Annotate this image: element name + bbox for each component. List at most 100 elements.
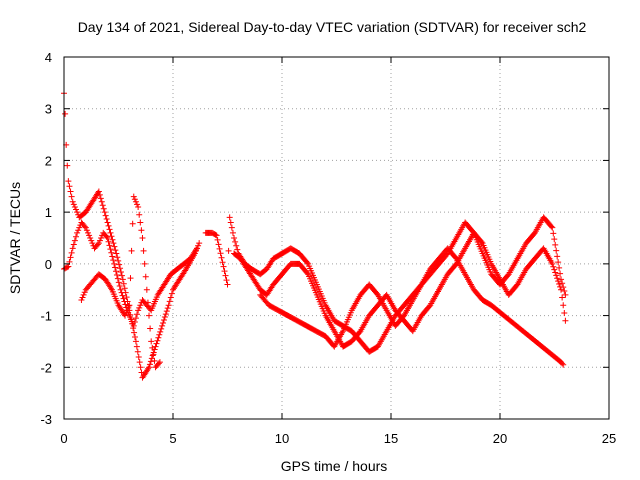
data-point [229, 229, 236, 236]
data-point [110, 240, 117, 247]
data-point [221, 268, 228, 275]
data-point [64, 264, 71, 271]
data-point [151, 357, 158, 364]
data-point [113, 268, 120, 275]
data-point [96, 237, 103, 244]
data-point [478, 239, 485, 246]
data-point [114, 275, 121, 282]
x-tick-label: 10 [275, 431, 289, 446]
data-point [115, 257, 122, 264]
data-point [68, 193, 75, 200]
data-point [161, 314, 168, 321]
data-point [561, 309, 568, 316]
data-point [150, 351, 157, 358]
y-tick-labels: -3 -2 -1 0 1 2 3 4 [40, 50, 52, 427]
data-point [133, 343, 140, 350]
data-point [117, 286, 124, 293]
data-point [220, 263, 227, 270]
data-point [195, 242, 202, 249]
data-point [107, 246, 114, 253]
data-point [81, 289, 88, 296]
data-point [103, 233, 110, 240]
data-point [132, 198, 139, 205]
data-point [69, 198, 76, 205]
data-point [559, 294, 566, 301]
data-point [95, 240, 102, 247]
data-point [116, 283, 123, 290]
data-point [193, 246, 200, 253]
data-point [166, 298, 173, 305]
data-point [81, 223, 88, 230]
data-point [147, 358, 154, 365]
data-point [112, 264, 119, 271]
data-point [149, 344, 156, 351]
data-point [148, 338, 155, 345]
data-point [212, 231, 219, 238]
data-point [550, 230, 557, 237]
data-point [550, 263, 557, 270]
data-point [149, 352, 156, 359]
data-point [134, 311, 141, 318]
chart-title: Day 134 of 2021, Sidereal Day-to-day VTE… [78, 19, 587, 35]
x-tick-label: 0 [60, 431, 67, 446]
data-point [135, 307, 142, 314]
data-point [156, 331, 163, 338]
data-point [72, 233, 79, 240]
data-point [101, 209, 108, 216]
data-point [118, 289, 125, 296]
data-point [144, 299, 151, 306]
data-point [228, 224, 235, 231]
data-point [67, 188, 74, 195]
data-point [62, 110, 69, 117]
data-point [100, 205, 107, 212]
data-point [79, 294, 86, 301]
data-point [120, 280, 127, 287]
data-point [132, 315, 139, 322]
data-point [117, 265, 124, 272]
data-point [104, 235, 111, 241]
data-point [231, 235, 238, 241]
data-point [557, 270, 564, 277]
data-point [111, 243, 118, 250]
data-point [559, 280, 566, 287]
x-tick-label: 20 [493, 431, 507, 446]
data-point [554, 275, 561, 282]
data-point [134, 201, 141, 208]
data-point [168, 290, 175, 297]
data-point [135, 203, 142, 210]
data-point [105, 222, 112, 229]
data-point [131, 196, 138, 203]
data-point [102, 212, 109, 219]
data-point [215, 241, 222, 248]
data-point [115, 279, 122, 286]
data-point [108, 249, 115, 256]
data-point [232, 238, 239, 245]
y-tick-label: -3 [40, 412, 52, 427]
data-point [553, 247, 560, 254]
data-point [167, 294, 174, 301]
data-point [127, 275, 134, 282]
data-point [216, 245, 223, 252]
data-point [549, 260, 556, 267]
data-point [134, 348, 141, 355]
data-point [553, 272, 560, 279]
x-tick-label: 5 [169, 431, 176, 446]
data-point [95, 188, 102, 195]
data-point [182, 267, 189, 274]
data-point [84, 229, 91, 236]
data-point [107, 229, 114, 236]
data-point [214, 236, 221, 243]
data-point [67, 254, 74, 261]
data-point [109, 253, 116, 260]
x-tick-label: 15 [384, 431, 398, 446]
data-point [68, 249, 75, 256]
data-point [141, 260, 148, 267]
data-point [137, 364, 144, 371]
data-point [111, 260, 118, 267]
data-point [109, 236, 116, 243]
plot-frame [63, 56, 610, 420]
data-point [560, 361, 567, 368]
data-point [71, 237, 78, 244]
data-point [554, 253, 561, 260]
